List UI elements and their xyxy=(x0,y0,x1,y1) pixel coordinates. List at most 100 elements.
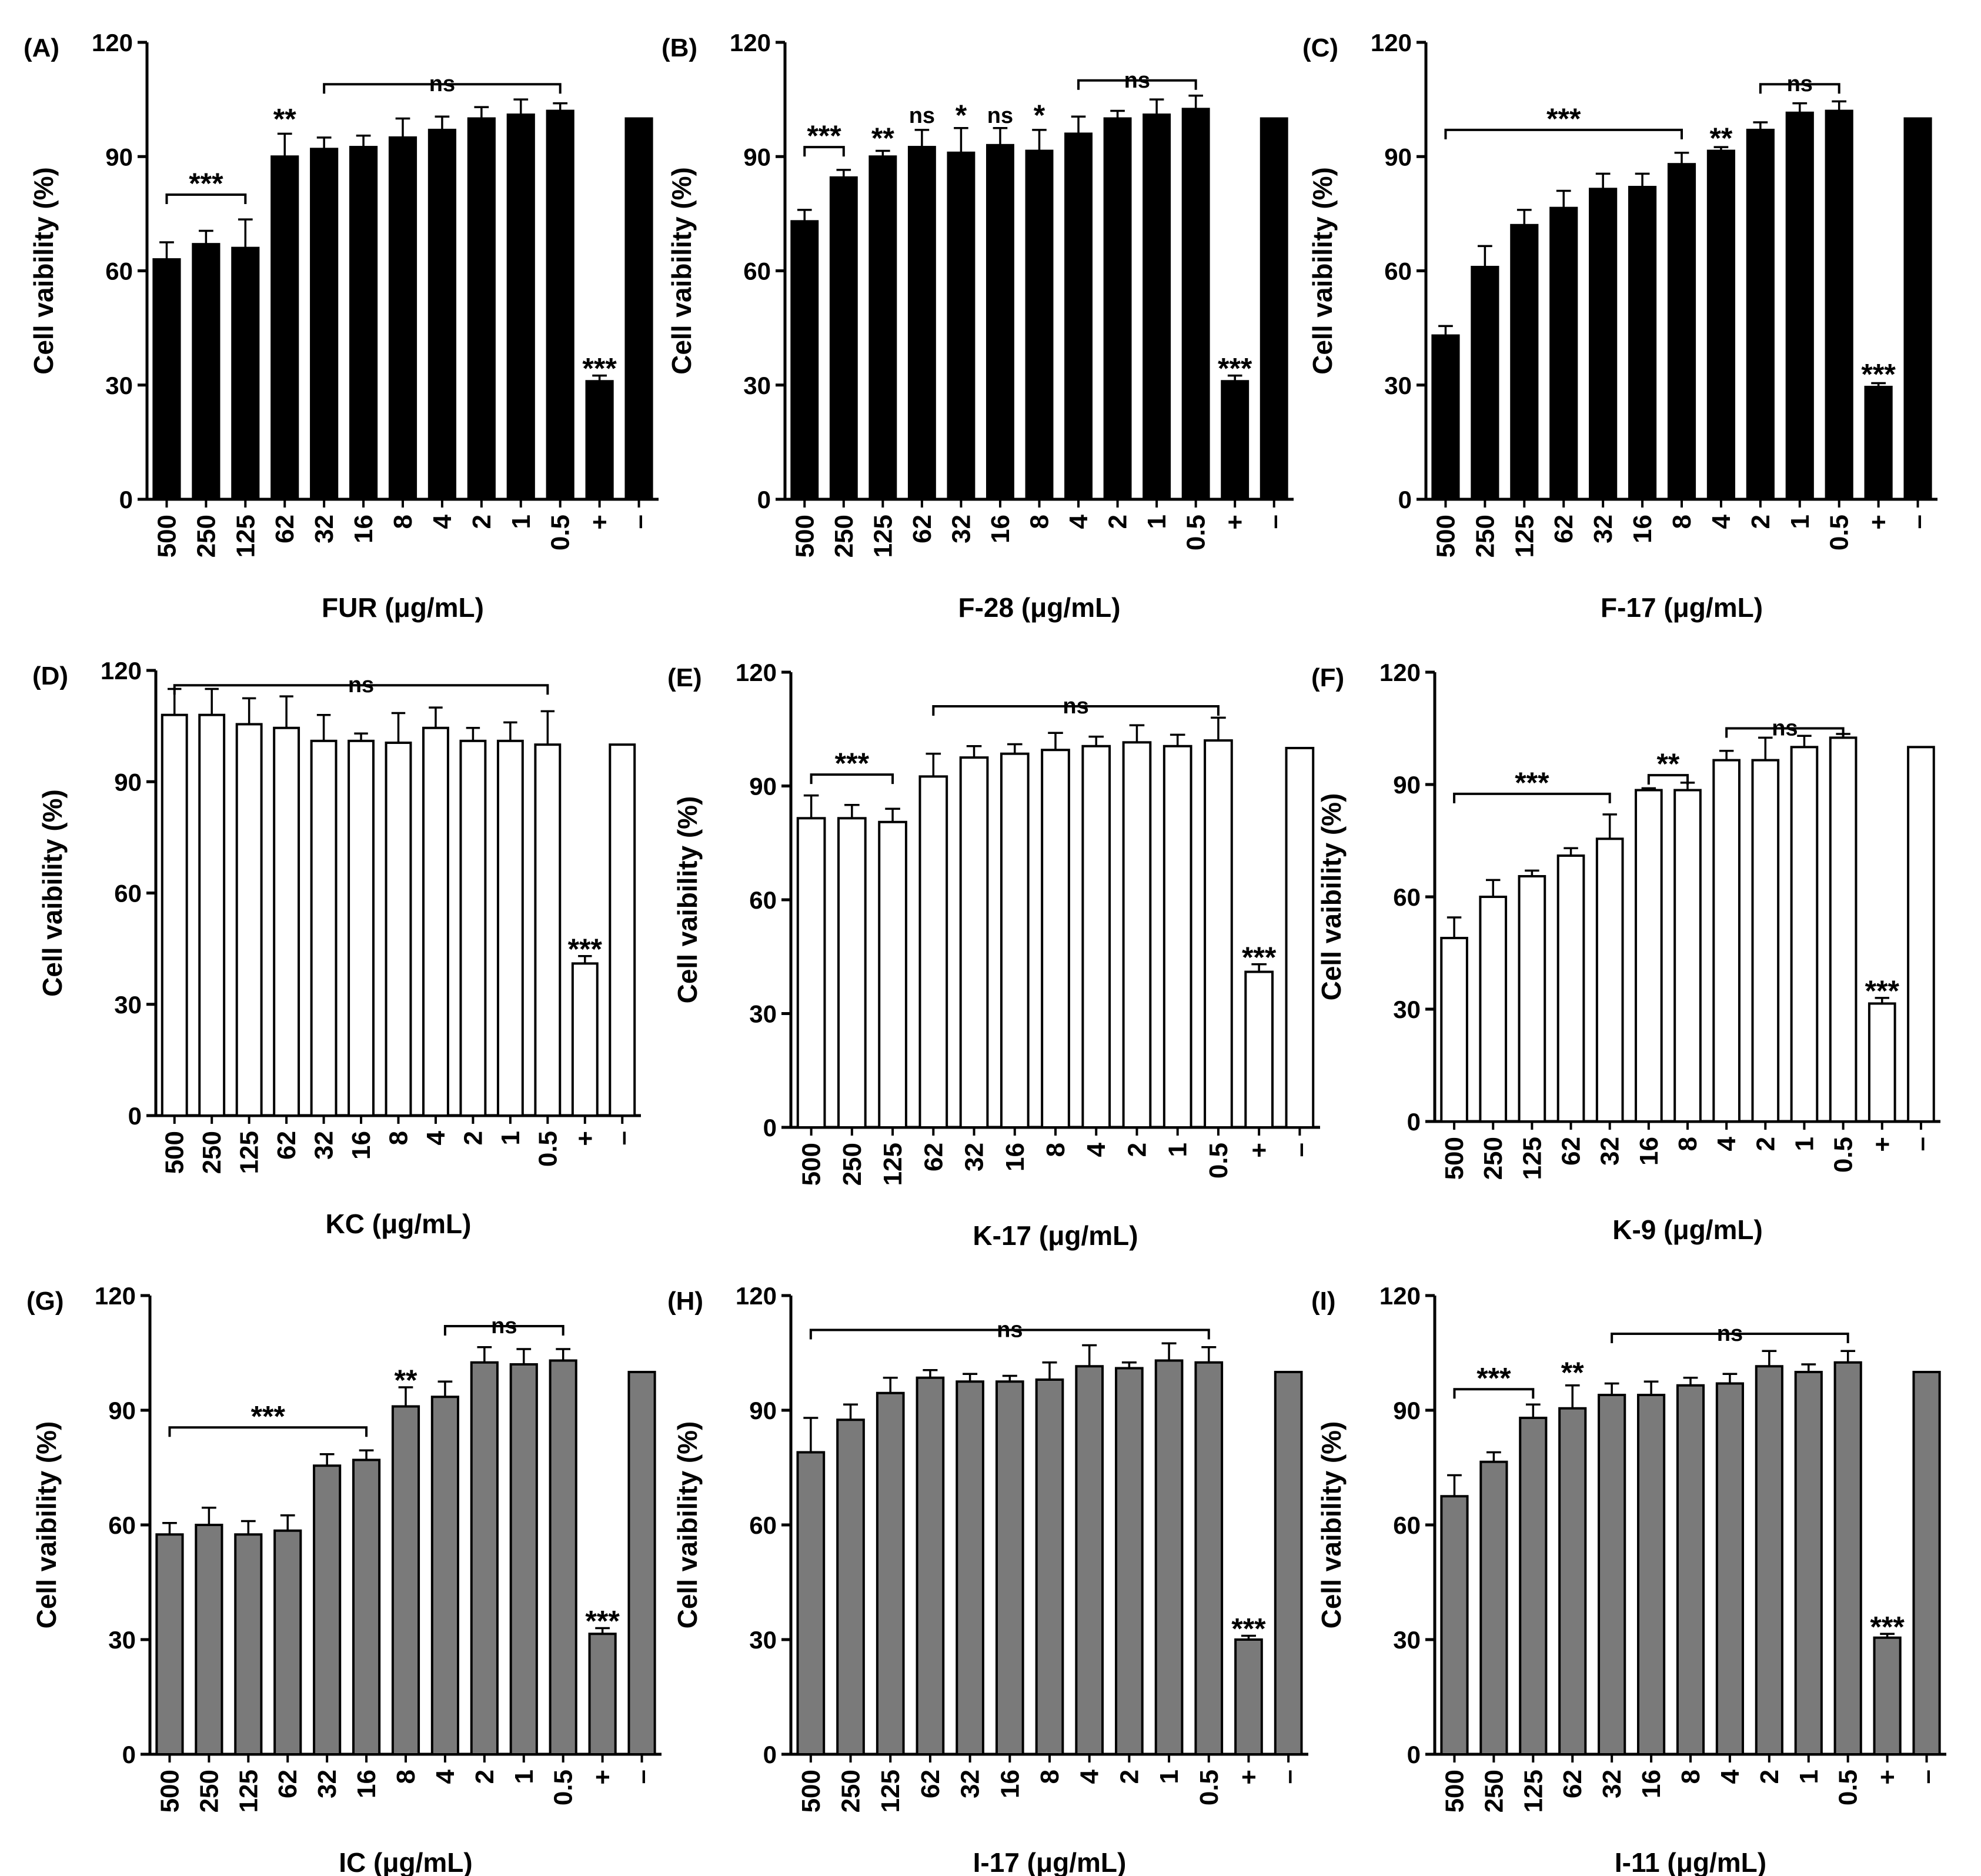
x-tick-label: 32 xyxy=(1596,1137,1625,1166)
bar xyxy=(1041,749,1070,1129)
y-tick-label: 0 xyxy=(122,1741,136,1768)
x-tick-label: 500 xyxy=(1440,1137,1469,1180)
significance-label: *** xyxy=(585,1605,620,1638)
bar xyxy=(1790,746,1819,1123)
bar xyxy=(1244,970,1274,1129)
significance-bracket xyxy=(932,705,1220,716)
significance-label: *** xyxy=(807,119,841,152)
bar xyxy=(837,817,867,1129)
y-tick-label: 30 xyxy=(1393,1626,1421,1654)
y-tick-label: 120 xyxy=(1379,1282,1421,1310)
y-tick-label: 30 xyxy=(743,372,771,399)
x-tick-label: 500 xyxy=(161,1131,189,1174)
x-tick-label: 62 xyxy=(916,1770,945,1798)
x-tick-label: 16 xyxy=(352,1770,381,1798)
bar xyxy=(947,151,976,500)
y-tick-label: 60 xyxy=(743,258,771,285)
y-tick-label: 120 xyxy=(101,657,142,685)
x-tick-label: 250 xyxy=(838,1143,867,1186)
y-tick-label: 0 xyxy=(1398,486,1412,513)
significance-bracket xyxy=(1453,792,1611,803)
panel-label-f: (F) xyxy=(1311,663,1344,692)
x-tick-label: 0.5 xyxy=(1829,1137,1858,1173)
x-tick-label: 8 xyxy=(1668,515,1696,529)
x-tick-label: 4 xyxy=(1064,514,1093,529)
significance-label: *** xyxy=(1546,102,1581,135)
x-tick-label: 0.5 xyxy=(549,1770,578,1805)
x-tick-label: 125 xyxy=(234,1770,263,1812)
bar xyxy=(836,1418,865,1755)
x-tick-label: 8 xyxy=(385,1131,413,1145)
bar xyxy=(1194,1361,1224,1755)
x-axis-label-b: F-28 (μg/mL) xyxy=(958,592,1120,623)
significance-label: ** xyxy=(871,122,894,155)
significance-label: ns xyxy=(491,1314,517,1338)
x-tick-label: 250 xyxy=(1471,515,1499,558)
y-tick-label: 90 xyxy=(749,1397,777,1424)
x-tick-label: 4 xyxy=(1716,1769,1745,1784)
x-tick-label: 62 xyxy=(919,1143,948,1171)
bar xyxy=(1706,149,1736,501)
bar xyxy=(352,1458,381,1755)
panel-label-b: (B) xyxy=(662,34,697,62)
bar xyxy=(571,962,599,1117)
bar xyxy=(956,1380,984,1755)
x-axis-label-e: K-17 (μg/mL) xyxy=(973,1220,1138,1251)
y-axis-label-i: Cell vaibility (%) xyxy=(1316,1421,1347,1629)
bar xyxy=(1479,896,1508,1123)
panel-label-a: (A) xyxy=(24,34,59,62)
bar xyxy=(1558,1407,1587,1755)
bar xyxy=(534,743,562,1117)
bar xyxy=(916,1376,945,1755)
bar xyxy=(1143,114,1171,500)
bar xyxy=(986,143,1014,500)
bar xyxy=(231,246,260,500)
significance-bracket xyxy=(443,1325,564,1336)
x-tick-label: 500 xyxy=(1440,1770,1469,1812)
x-tick-label: 4 xyxy=(1712,1136,1741,1151)
x-tick-label: 125 xyxy=(1510,515,1539,558)
x-axis-label-a: FUR (μg/mL) xyxy=(322,592,484,623)
panel-f: (F) 0 30 60 90 120 Cell vaibility (%) 500 250 125… xyxy=(1311,659,1940,1245)
bar xyxy=(1667,163,1696,500)
x-tick-label: 62 xyxy=(1557,1137,1586,1166)
x-tick-label: 16 xyxy=(1628,515,1657,543)
x-axis-label-g: IC (μg/mL) xyxy=(339,1847,472,1876)
y-tick-label: 90 xyxy=(1393,1397,1421,1424)
y-tick-label: 120 xyxy=(736,659,777,686)
x-tick-label: – xyxy=(608,1131,637,1145)
bar xyxy=(1873,1636,1902,1755)
bar xyxy=(348,739,375,1117)
bar xyxy=(161,713,188,1117)
x-tick-label: 4 xyxy=(1082,1142,1111,1157)
significance-label: *** xyxy=(568,933,603,966)
bar xyxy=(1635,789,1663,1123)
bar xyxy=(1274,1371,1303,1755)
y-axis-label-f: Cell vaibility (%) xyxy=(1316,793,1347,1001)
significance-label: *** xyxy=(835,747,870,780)
panel-i: (I) 0 30 60 90 120 Cell vaibility (%) 500 250 125… xyxy=(1311,1282,1946,1876)
bar xyxy=(549,1359,577,1755)
x-tick-label: 250 xyxy=(1479,1770,1508,1812)
y-tick-label: 0 xyxy=(1407,1108,1421,1136)
x-axis-label-i: I-11 (μg/mL) xyxy=(1615,1847,1766,1876)
x-tick-label: 4 xyxy=(1075,1769,1104,1784)
x-tick-label: 2 xyxy=(459,1131,487,1145)
bar xyxy=(876,1391,905,1755)
bar xyxy=(422,726,449,1117)
x-tick-label: 250 xyxy=(195,1770,223,1812)
x-axis-label-d: KC (μg/mL) xyxy=(326,1209,472,1239)
x-tick-label: 0.5 xyxy=(533,1131,562,1167)
x-tick-label: 16 xyxy=(349,515,378,543)
x-tick-label: 16 xyxy=(1635,1137,1663,1166)
bar xyxy=(1628,186,1657,500)
y-axis-label-g: Cell vaibility (%) xyxy=(31,1421,62,1629)
significance-label: ns xyxy=(1124,68,1150,93)
bar xyxy=(430,1396,460,1755)
y-tick-label: 60 xyxy=(749,886,777,914)
bar xyxy=(1064,132,1093,500)
bar xyxy=(1794,1371,1823,1755)
bar xyxy=(459,739,487,1117)
significance-label: ns xyxy=(429,72,455,96)
x-tick-label: + xyxy=(1865,515,1893,530)
